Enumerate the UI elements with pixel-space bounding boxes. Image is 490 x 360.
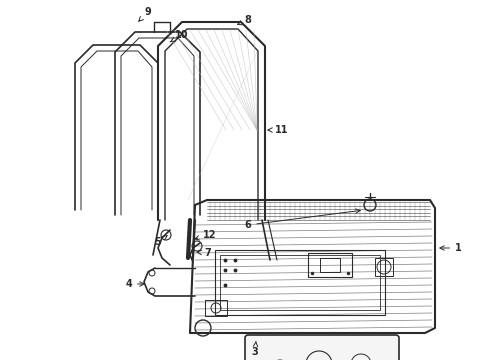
- Text: 12: 12: [195, 230, 217, 240]
- Text: 2: 2: [0, 359, 1, 360]
- Bar: [308, 253, 352, 277]
- Bar: [220, 255, 380, 310]
- Bar: [256, 345, 294, 360]
- Text: 1: 1: [440, 243, 462, 253]
- Text: 8: 8: [238, 15, 251, 25]
- Text: 11: 11: [268, 125, 289, 135]
- Bar: [259, 348, 271, 358]
- Text: 4: 4: [125, 279, 144, 289]
- Text: 5: 5: [155, 235, 167, 247]
- FancyBboxPatch shape: [245, 335, 399, 360]
- Text: 10: 10: [170, 30, 189, 42]
- Text: 9: 9: [139, 7, 151, 21]
- Bar: [375, 258, 393, 276]
- Text: 3: 3: [252, 341, 258, 357]
- Bar: [215, 250, 385, 315]
- Bar: [320, 258, 340, 272]
- Bar: [300, 345, 338, 360]
- Text: 6: 6: [245, 209, 360, 230]
- Text: 7: 7: [197, 248, 211, 258]
- Bar: [205, 300, 227, 316]
- Bar: [344, 345, 382, 360]
